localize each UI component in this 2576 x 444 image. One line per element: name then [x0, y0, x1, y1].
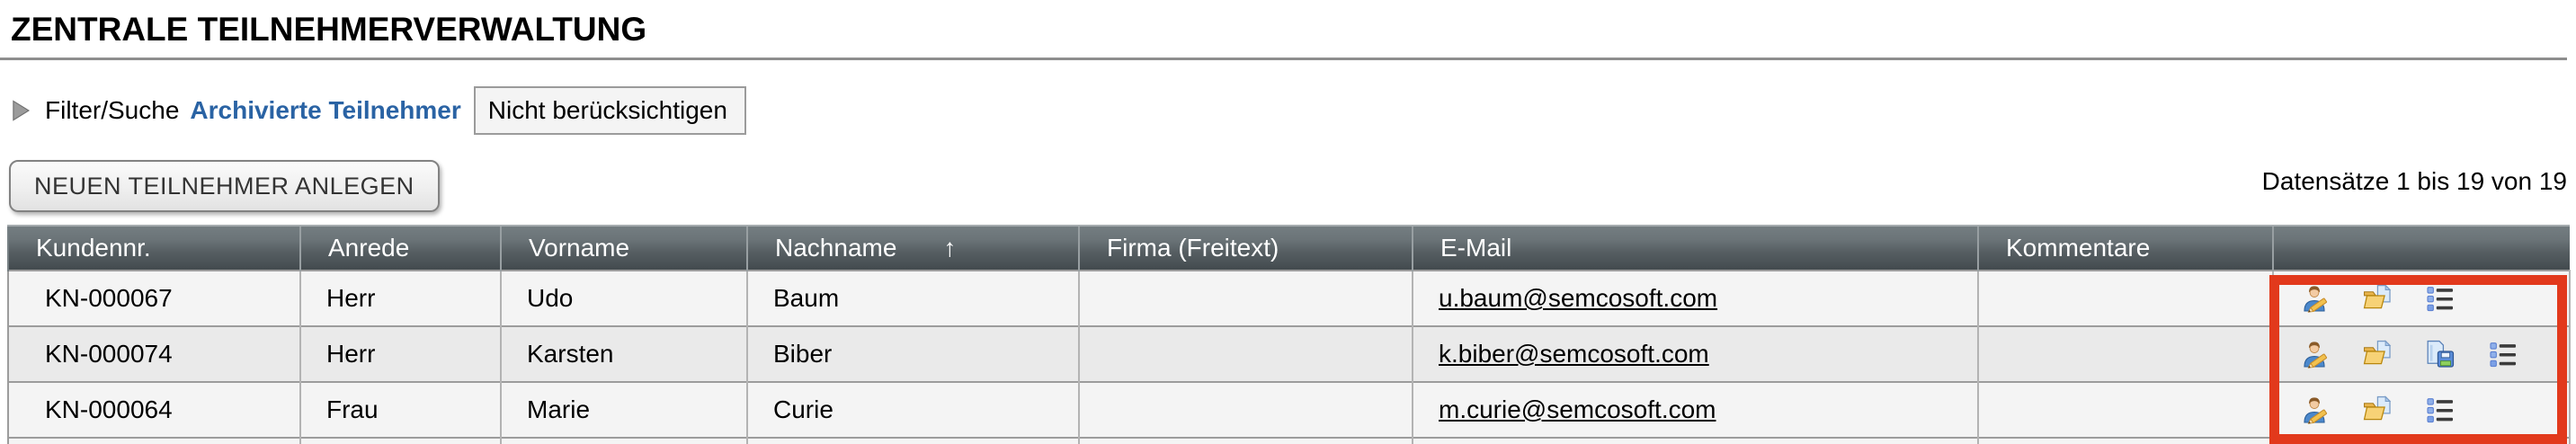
- filter-section-label[interactable]: Filter/Suche: [45, 96, 180, 124]
- cell-nachname: Baum: [746, 270, 1079, 326]
- edit-participant-icon[interactable]: [2299, 283, 2330, 314]
- column-header-nachname[interactable]: Nachname ↑: [746, 225, 1079, 271]
- cell-firma: [1078, 325, 1413, 382]
- archived-filter-select[interactable]: Nicht berücksichtigen: [473, 86, 746, 135]
- details-list-icon[interactable]: [2488, 339, 2518, 369]
- cell-firma: [1078, 381, 1413, 438]
- edit-participant-icon[interactable]: [2299, 395, 2330, 425]
- cell-kundennr: KN-000064: [7, 381, 300, 438]
- cell-kundennr: KN-000074: [7, 325, 300, 382]
- open-documents-icon[interactable]: [2362, 283, 2393, 314]
- table-row: KN-000064 Frau Marie Curie m.curie@semco…: [7, 381, 2571, 438]
- table-row-clipped: [7, 437, 2571, 444]
- table-row: KN-000074 Herr Karsten Biber k.biber@sem…: [7, 325, 2571, 382]
- details-list-icon[interactable]: [2425, 283, 2456, 314]
- cell-email: m.curie@semcosoft.com: [1412, 381, 1978, 438]
- table-header-row: Kundennr. Anrede Vorname Nachname ↑ Firma…: [7, 225, 2570, 271]
- cell-anrede: Herr: [299, 325, 501, 382]
- page-title: ZENTRALE TEILNEHMERVERWALTUNG: [11, 11, 647, 48]
- column-header-kommentare[interactable]: Kommentare: [1977, 225, 2273, 271]
- edit-participant-icon[interactable]: [2299, 339, 2330, 369]
- cell-actions: [2272, 270, 2571, 326]
- sort-ascending-icon: ↑: [943, 234, 957, 262]
- filter-row: Filter/Suche Archivierte Teilnehmer Nich…: [9, 84, 746, 137]
- cell-email: k.biber@semcosoft.com: [1412, 325, 1978, 382]
- cell-anrede: Herr: [299, 270, 501, 326]
- email-link[interactable]: k.biber@semcosoft.com: [1439, 340, 1709, 368]
- title-divider: [0, 58, 2567, 60]
- column-header-firma[interactable]: Firma (Freitext): [1078, 225, 1413, 271]
- column-header-vorname[interactable]: Vorname: [500, 225, 747, 271]
- filter-expand-icon[interactable]: [9, 97, 32, 124]
- cell-vorname: Marie: [500, 381, 747, 438]
- cell-email: u.baum@semcosoft.com: [1412, 270, 1978, 326]
- cell-kommentare: [1977, 381, 2273, 438]
- column-header-anrede[interactable]: Anrede: [299, 225, 501, 271]
- table-row: KN-000067 Herr Udo Baum u.baum@semcosoft…: [7, 270, 2571, 326]
- participants-table: Kundennr. Anrede Vorname Nachname ↑ Firma…: [7, 225, 2571, 444]
- record-count: Datensätze 1 bis 19 von 19: [2261, 167, 2567, 195]
- email-link[interactable]: u.baum@semcosoft.com: [1439, 284, 1718, 312]
- cell-kommentare: [1977, 270, 2273, 326]
- column-header-email[interactable]: E-Mail: [1412, 225, 1978, 271]
- save-export-icon[interactable]: [2425, 339, 2456, 369]
- details-list-icon[interactable]: [2425, 395, 2456, 425]
- cell-nachname: Biber: [746, 325, 1079, 382]
- open-documents-icon[interactable]: [2362, 339, 2393, 369]
- archived-participants-link[interactable]: Archivierte Teilnehmer: [190, 96, 461, 124]
- cell-vorname: Karsten: [500, 325, 747, 382]
- cell-vorname: Udo: [500, 270, 747, 326]
- cell-kommentare: [1977, 325, 2273, 382]
- email-link[interactable]: m.curie@semcosoft.com: [1439, 395, 1716, 423]
- cell-kundennr: KN-000067: [7, 270, 300, 326]
- open-documents-icon[interactable]: [2362, 395, 2393, 425]
- cell-actions: [2272, 325, 2571, 382]
- column-header-actions: [2272, 225, 2570, 271]
- cell-actions: [2272, 381, 2571, 438]
- column-header-kundennr[interactable]: Kundennr.: [7, 225, 300, 271]
- cell-nachname: Curie: [746, 381, 1079, 438]
- cell-anrede: Frau: [299, 381, 501, 438]
- cell-firma: [1078, 270, 1413, 326]
- create-participant-button[interactable]: NEUEN TEILNEHMER ANLEGEN: [9, 160, 440, 212]
